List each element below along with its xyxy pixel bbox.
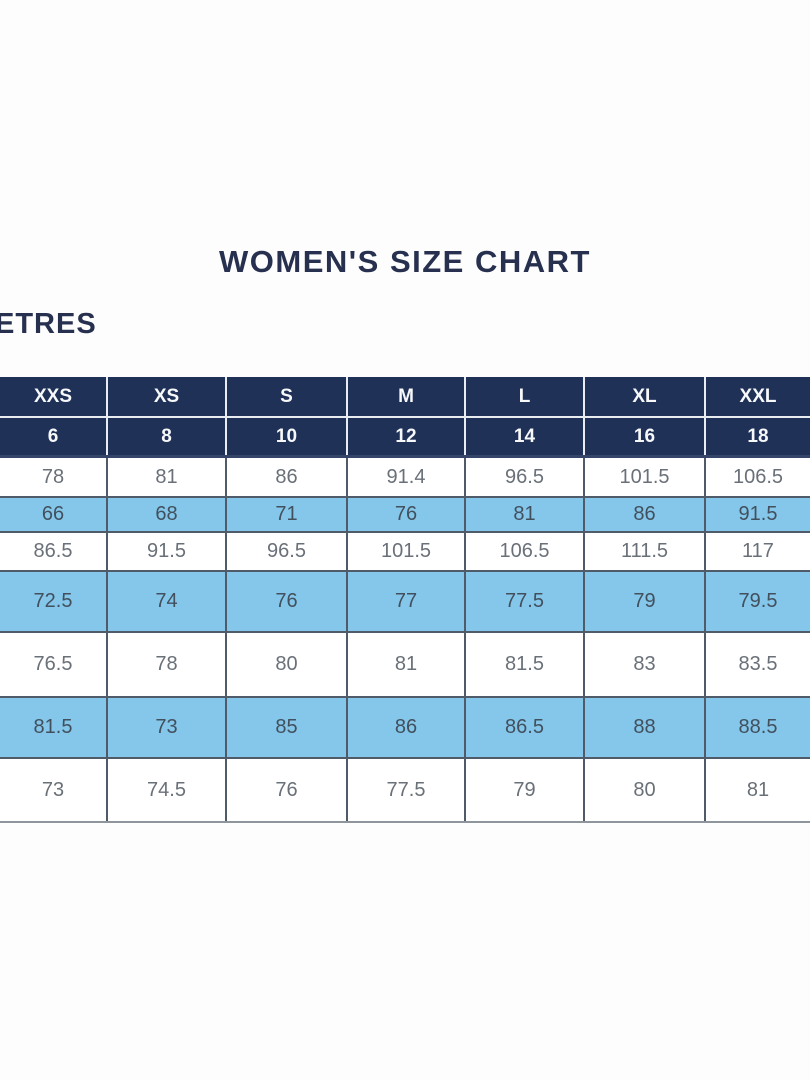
measurement-row: 72.5 74 76 77 77.5 79 79.5 — [0, 570, 810, 633]
measurement-row: 81.5 73 85 86 86.5 88 88.5 — [0, 696, 810, 759]
measurement-cell: 76 — [346, 496, 466, 533]
measurement-cell: 79 — [464, 757, 585, 823]
measurement-cell: 76.5 — [0, 631, 108, 698]
units-label: ETRES — [0, 308, 97, 340]
size-header-cell: S — [225, 377, 348, 418]
measurement-cell: 78 — [106, 631, 227, 698]
measurement-cell: 83 — [583, 631, 706, 698]
measurement-cell: 77 — [346, 570, 466, 633]
measurement-cell: 81.5 — [0, 696, 108, 759]
numeric-header-cell: 8 — [106, 417, 227, 458]
measurement-cell: 74 — [106, 570, 227, 633]
measurement-cell: 106.5 — [464, 531, 585, 572]
measurement-cell: 106.5 — [704, 455, 810, 498]
numeric-header-cell: 14 — [464, 417, 585, 458]
measurement-cell: 81 — [704, 757, 810, 823]
measurement-cell: 80 — [225, 631, 348, 698]
measurement-cell: 77.5 — [464, 570, 585, 633]
size-header-row: XXS XS S M L XL XXL — [0, 377, 810, 418]
measurement-cell: 88.5 — [704, 696, 810, 759]
measurement-cell: 81 — [464, 496, 585, 533]
measurement-cell: 111.5 — [583, 531, 706, 572]
measurement-cell: 71 — [225, 496, 348, 533]
measurement-cell: 80 — [583, 757, 706, 823]
measurement-cell: 79.5 — [704, 570, 810, 633]
measurement-cell: 86 — [225, 455, 348, 498]
measurement-cell: 77.5 — [346, 757, 466, 823]
numeric-header-cell: 6 — [0, 417, 108, 458]
measurement-cell: 73 — [0, 757, 108, 823]
numeric-header-cell: 18 — [704, 417, 810, 458]
measurement-row: 73 74.5 76 77.5 79 80 81 — [0, 757, 810, 823]
measurement-cell: 68 — [106, 496, 227, 533]
measurement-cell: 76 — [225, 757, 348, 823]
measurement-cell: 81 — [346, 631, 466, 698]
measurement-cell: 91.4 — [346, 455, 466, 498]
measurement-cell: 72.5 — [0, 570, 108, 633]
measurement-cell: 91.5 — [704, 496, 810, 533]
measurement-cell: 76 — [225, 570, 348, 633]
numeric-header-cell: 12 — [346, 417, 466, 458]
measurement-cell: 73 — [106, 696, 227, 759]
size-header-cell: XL — [583, 377, 706, 418]
size-header-cell: XS — [106, 377, 227, 418]
measurement-cell: 86 — [346, 696, 466, 759]
size-header-cell: M — [346, 377, 466, 418]
measurement-cell: 96.5 — [225, 531, 348, 572]
measurement-row: 78 81 86 91.4 96.5 101.5 106.5 — [0, 455, 810, 498]
measurement-cell: 81.5 — [464, 631, 585, 698]
measurement-cell: 85 — [225, 696, 348, 759]
measurement-cell: 117 — [704, 531, 810, 572]
measurement-cell: 88 — [583, 696, 706, 759]
measurement-cell: 81 — [106, 455, 227, 498]
measurement-row: 66 68 71 76 81 86 91.5 — [0, 496, 810, 533]
numeric-header-cell: 16 — [583, 417, 706, 458]
size-chart-table: XXS XS S M L XL XXL 6 8 10 12 14 16 18 78 81 86 91.4 96.… — [0, 377, 810, 823]
page-title: WOMEN'S SIZE CHART — [219, 244, 591, 279]
measurement-cell: 79 — [583, 570, 706, 633]
measurement-cell: 91.5 — [106, 531, 227, 572]
measurement-cell: 86 — [583, 496, 706, 533]
measurement-cell: 78 — [0, 455, 108, 498]
size-header-cell: XXL — [704, 377, 810, 418]
measurement-row: 86.5 91.5 96.5 101.5 106.5 111.5 117 — [0, 531, 810, 572]
measurement-row: 76.5 78 80 81 81.5 83 83.5 — [0, 631, 810, 698]
measurement-cell: 101.5 — [346, 531, 466, 572]
measurement-cell: 66 — [0, 496, 108, 533]
measurement-cell: 101.5 — [583, 455, 706, 498]
measurement-cell: 86.5 — [0, 531, 108, 572]
numeric-header-row: 6 8 10 12 14 16 18 — [0, 417, 810, 458]
measurement-cell: 74.5 — [106, 757, 227, 823]
measurement-cell: 86.5 — [464, 696, 585, 759]
numeric-header-cell: 10 — [225, 417, 348, 458]
measurement-cell: 83.5 — [704, 631, 810, 698]
size-header-cell: XXS — [0, 377, 108, 418]
size-header-cell: L — [464, 377, 585, 418]
size-chart-body: 78 81 86 91.4 96.5 101.5 106.5 66 68 71 76 81 86 91.5… — [0, 455, 810, 823]
measurement-cell: 96.5 — [464, 455, 585, 498]
